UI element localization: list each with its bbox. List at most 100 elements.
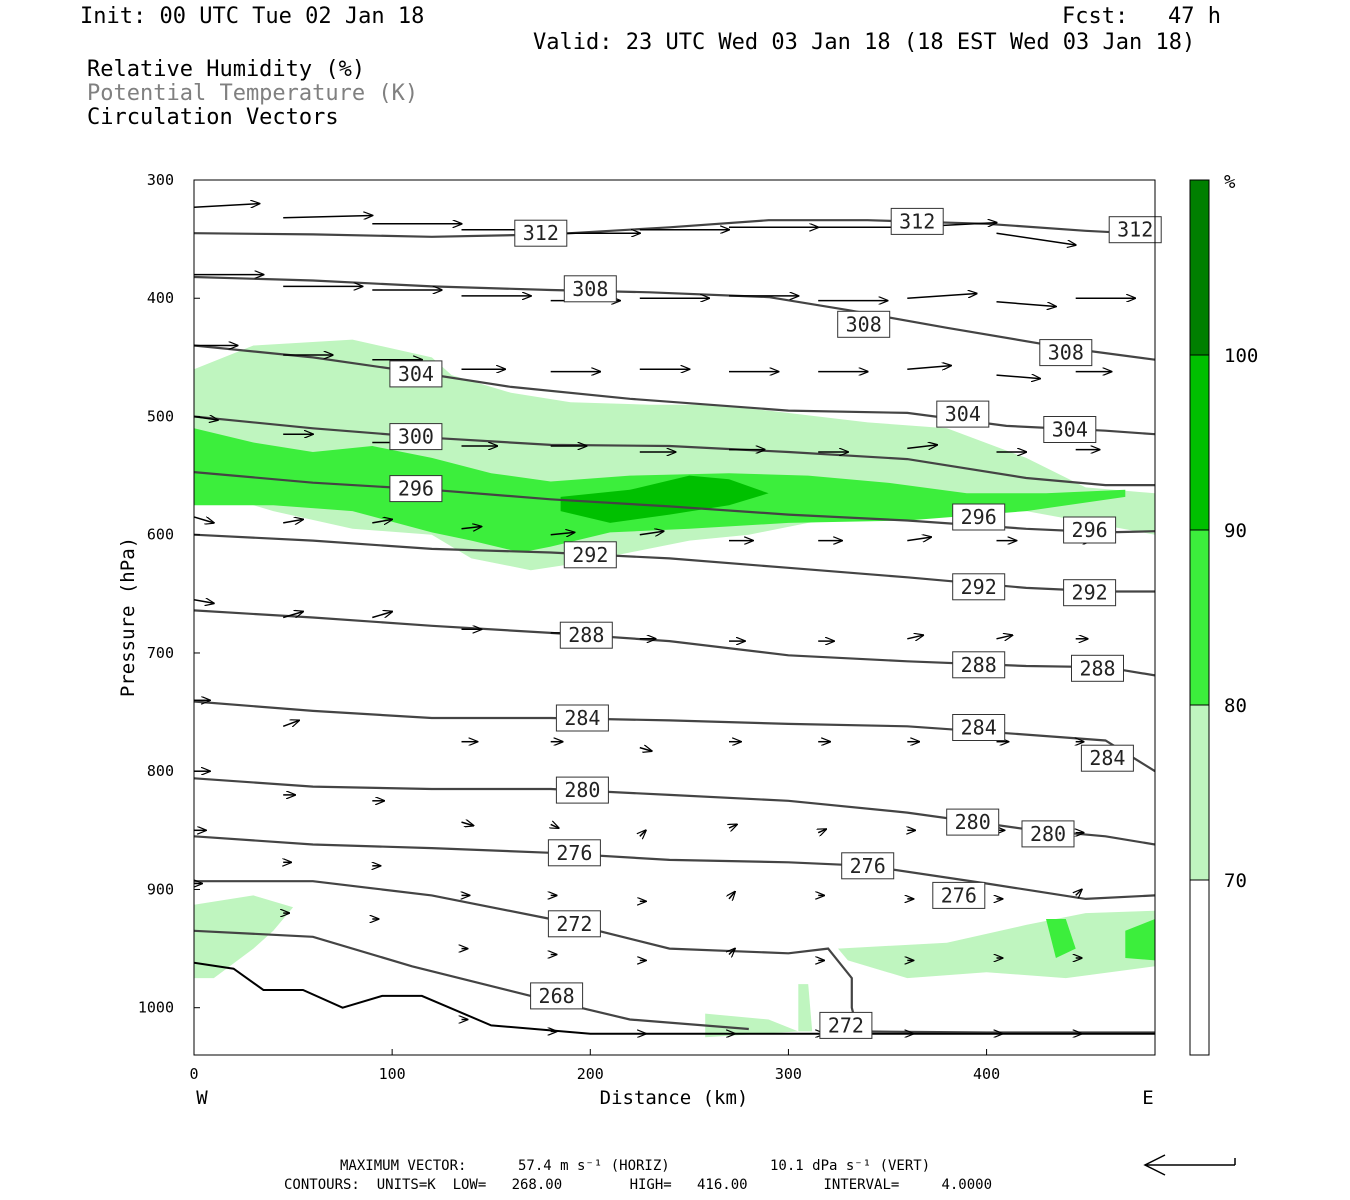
colorbar-segment [1189, 354, 1210, 531]
theta-label: 288 [1079, 656, 1115, 680]
colorbar-segment [1189, 179, 1210, 356]
theta-contour-284 [194, 700, 1155, 773]
circulation-vector [283, 216, 372, 218]
theta-label: 292 [572, 543, 608, 567]
theta-label: 304 [1052, 418, 1088, 442]
theta-label: 284 [961, 716, 997, 740]
theta-label: 304 [945, 402, 981, 426]
theta-label-box [841, 852, 895, 880]
theta-label-box [559, 621, 613, 649]
x-tick-label: 0 [189, 1065, 198, 1083]
theta-contour-280 [194, 777, 1155, 846]
circulation-vector [907, 537, 931, 541]
circulation-vector [194, 204, 259, 208]
theta-label-box [1080, 744, 1134, 772]
theta-contour-300 [194, 415, 1155, 487]
theta-label: 280 [1030, 822, 1066, 846]
theta-label-box [1071, 654, 1124, 682]
theta-contour-288 [194, 609, 1155, 677]
circulation-vector [282, 720, 299, 726]
theta-contour-labels: 312 312 312 308 308 308 304 304 304 300 296 296 296 2… [389, 207, 1162, 1039]
y-tick-label: 700 [147, 644, 174, 662]
circulation-vector [996, 232, 1076, 245]
theta-label-box [1063, 579, 1117, 607]
circulation-vector [729, 824, 737, 828]
circulation-vector [550, 532, 575, 534]
circulation-vector [194, 516, 214, 523]
theta-label: 276 [941, 883, 977, 907]
theta-label-box [555, 776, 609, 804]
terrain-surface [194, 961, 1155, 1035]
theta-label: 288 [961, 653, 997, 677]
theta-contour-276 [194, 835, 1155, 901]
circulation-vector [372, 519, 392, 523]
valid-time: Valid: 23 UTC Wed 03 Jan 18 (18 EST Wed … [533, 30, 1196, 55]
circulation-vector [639, 748, 652, 752]
x-tick-label: 300 [775, 1065, 802, 1083]
max-vector-horiz: 57.4 m s⁻¹ (HORIZ) [518, 1158, 670, 1174]
theta-label-box [389, 475, 443, 503]
circulation-vector [907, 635, 923, 639]
theta-label: 308 [572, 277, 608, 301]
theta-label-box [563, 275, 617, 303]
y-tick-label: 500 [147, 407, 174, 425]
y-tick-label: 900 [147, 880, 174, 898]
rh-region-70-80 [194, 38, 283, 56]
circulation-vector [282, 612, 303, 619]
theta-label-box [837, 310, 891, 338]
theta-label-box [389, 423, 443, 451]
theta-label-box [1043, 416, 1097, 443]
colorbar-level-label: 90 [1224, 520, 1247, 542]
colorbar-segment [1189, 879, 1210, 1056]
colorbar-level-label: 100 [1224, 345, 1258, 367]
circulation-vector [194, 600, 214, 604]
theta-label-box [819, 1011, 873, 1039]
theta-label-box [1108, 216, 1162, 244]
axes: 0 100 200 300 400 300 400 500 600 700 800 900 1000 [138, 171, 1000, 1083]
circulation-vector [1076, 890, 1082, 896]
circulation-vector [729, 949, 735, 955]
theta-label: 308 [846, 312, 882, 336]
theta-label-box [1021, 820, 1075, 848]
circulation-vector [194, 417, 218, 421]
circulation-vector [461, 527, 482, 529]
x-axis-label: Distance (km) [600, 1087, 749, 1109]
y-tick-label: 400 [147, 289, 174, 307]
theta-label-box [547, 839, 601, 867]
theta-label: 296 [1072, 518, 1108, 542]
theta-label-box [952, 573, 1006, 601]
circulation-vector [818, 829, 826, 833]
circulation-vectors [194, 204, 1135, 1034]
theta-label-box [932, 881, 986, 909]
rh-region-70-80 [798, 984, 813, 1032]
colorbar-level-label: 70 [1224, 870, 1247, 892]
y-tick-label: 300 [147, 171, 174, 189]
plot-frame [193, 179, 1156, 1056]
x-tick-label: 200 [577, 1065, 604, 1083]
circulation-vector [907, 366, 951, 370]
theta-label: 292 [1072, 581, 1108, 605]
forecast-hour: Fcst: 47 h [1062, 4, 1221, 29]
theta-label: 284 [564, 706, 600, 730]
theta-label: 272 [828, 1013, 864, 1037]
circulation-vector [283, 519, 303, 523]
y-tick-label: 600 [147, 526, 174, 544]
theta-label-box [1039, 339, 1093, 367]
theta-label-box [890, 207, 944, 235]
rh-region-90-100 [560, 475, 769, 523]
circulation-vector [729, 892, 735, 899]
reference-vector-icon [1143, 1154, 1236, 1176]
theta-label: 292 [961, 575, 997, 599]
theta-label: 296 [398, 477, 434, 501]
rh-region-80-90 [1046, 919, 1076, 958]
circulation-vector [907, 294, 976, 299]
rh-region-80-90 [1125, 919, 1155, 961]
theta-label: 296 [961, 505, 997, 529]
theta-label: 268 [539, 984, 575, 1008]
x-tick-label: 400 [973, 1065, 1000, 1083]
colorbar: % 70 80 90 100 [1189, 171, 1258, 1056]
y-axis-label: Pressure (hPa) [117, 537, 139, 697]
rh-region-70-80 [685, 38, 996, 115]
circulation-vector [640, 830, 646, 836]
init-time: Init: 00 UTC Tue 02 Jan 18 [80, 4, 425, 29]
